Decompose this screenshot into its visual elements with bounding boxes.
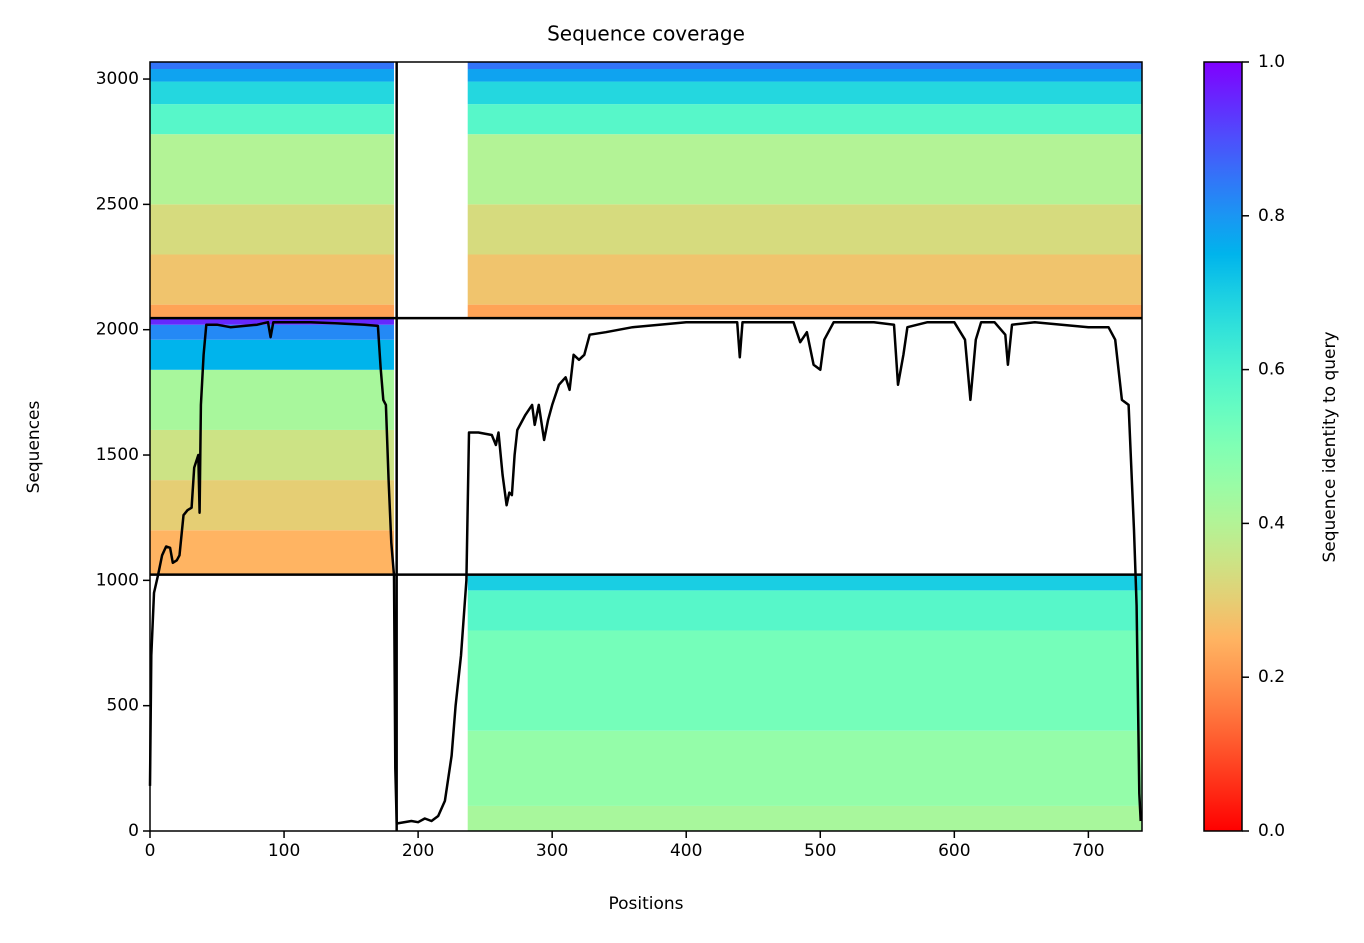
- coverage-band: [467, 805, 1142, 831]
- x-tick-label: 400: [670, 841, 702, 861]
- x-tick-label: 0: [145, 841, 156, 861]
- colorbar: [1203, 61, 1243, 832]
- colorbar-tick-label: 0.4: [1258, 513, 1285, 533]
- coverage-band: [467, 590, 1142, 631]
- coverage-band: [467, 204, 1142, 255]
- coverage-band: [467, 62, 1142, 70]
- x-tick-label: 600: [938, 841, 970, 861]
- plot-frame: [149, 61, 1143, 832]
- colorbar-label: Sequence identity to query: [1320, 331, 1340, 562]
- x-tick-label: 700: [1072, 841, 1104, 861]
- coverage-band: [150, 429, 394, 481]
- coverage-band: [150, 480, 394, 531]
- colorbar-tick-label: 0.2: [1258, 667, 1285, 687]
- coverage-band: [467, 254, 1142, 305]
- coverage-band: [150, 369, 394, 430]
- coverage-band: [150, 204, 394, 255]
- y-tick-label: 1500: [96, 445, 139, 465]
- coverage-band: [467, 304, 1142, 319]
- x-axis-label: Positions: [608, 894, 683, 914]
- y-tick-label: 1000: [96, 570, 139, 590]
- coverage-band: [150, 81, 394, 105]
- x-tick-label: 300: [536, 841, 568, 861]
- coverage-band: [150, 104, 394, 135]
- coverage-band: [467, 574, 1142, 591]
- colorbar-tick-label: 0.0: [1258, 821, 1285, 841]
- coverage-band: [467, 81, 1142, 105]
- y-tick-label: 3000: [96, 69, 139, 89]
- x-tick-label: 500: [804, 841, 836, 861]
- coverage-band: [150, 134, 394, 205]
- colorbar-tick-label: 1.0: [1258, 52, 1285, 72]
- y-tick-label: 500: [107, 696, 139, 716]
- coverage-band: [150, 530, 394, 575]
- chart-title: Sequence coverage: [547, 22, 745, 46]
- coverage-band: [467, 104, 1142, 135]
- coverage-band: [467, 134, 1142, 205]
- coverage-band: [150, 318, 394, 325]
- x-tick-label: 100: [268, 841, 300, 861]
- y-tick-label: 2000: [96, 320, 139, 340]
- coverage-band: [150, 62, 394, 70]
- y-tick-label: 0: [128, 821, 139, 841]
- coverage-band: [150, 69, 394, 82]
- coverage-band: [150, 304, 394, 319]
- coverage-band: [150, 254, 394, 305]
- coverage-band: [150, 339, 394, 370]
- coverage-line: [148, 320, 1142, 825]
- coverage-band: [467, 69, 1142, 82]
- coverage-band: [467, 630, 1142, 731]
- colorbar-tick-label: 0.6: [1258, 360, 1285, 380]
- y-tick-label: 2500: [96, 194, 139, 214]
- y-axis-label: Sequences: [24, 401, 44, 494]
- x-tick-label: 200: [402, 841, 434, 861]
- coverage-band: [467, 730, 1142, 806]
- colorbar-tick-label: 0.8: [1258, 206, 1285, 226]
